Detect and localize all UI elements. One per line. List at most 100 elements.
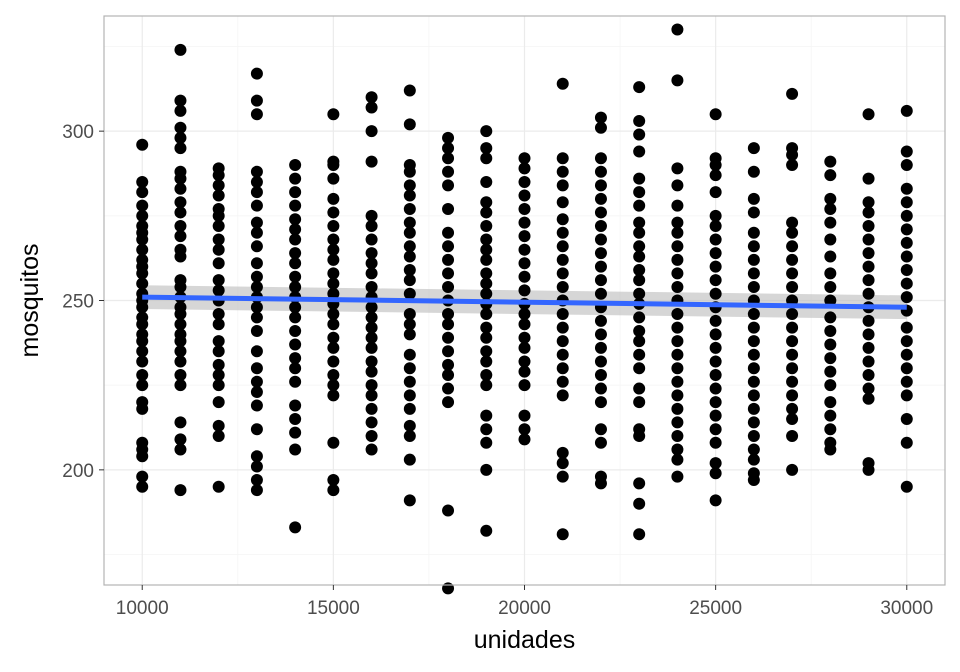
data-point: [709, 423, 722, 436]
data-point: [786, 148, 799, 161]
data-point: [480, 463, 493, 476]
data-point: [289, 199, 302, 212]
data-point: [174, 121, 187, 134]
data-point: [289, 223, 302, 236]
data-point: [518, 284, 531, 297]
data-point: [556, 446, 569, 459]
data-point: [633, 382, 646, 395]
data-point: [862, 369, 875, 382]
data-point: [136, 318, 149, 331]
data-point: [862, 314, 875, 327]
data-point: [442, 396, 455, 409]
data-point: [518, 270, 531, 283]
data-point: [365, 389, 378, 402]
data-point: [824, 192, 837, 205]
data-point: [671, 199, 684, 212]
data-point: [786, 321, 799, 334]
data-point: [709, 159, 722, 172]
data-point: [327, 474, 340, 487]
data-point: [633, 250, 646, 263]
data-point: [671, 375, 684, 388]
data-point: [747, 402, 760, 415]
y-tick-label: 250: [62, 292, 94, 313]
data-point: [671, 402, 684, 415]
data-point: [709, 209, 722, 222]
data-point: [709, 328, 722, 341]
data-point: [250, 311, 263, 324]
data-point: [747, 416, 760, 429]
data-point: [786, 413, 799, 426]
data-point: [518, 257, 531, 270]
data-point: [824, 155, 837, 168]
data-point: [862, 392, 875, 405]
data-point: [403, 453, 416, 466]
data-point: [480, 369, 493, 382]
data-point: [824, 396, 837, 409]
data-points: [136, 23, 913, 595]
data-point: [250, 257, 263, 270]
data-point: [671, 335, 684, 348]
data-point: [480, 355, 493, 368]
data-point: [709, 219, 722, 232]
data-point: [250, 165, 263, 178]
data-point: [518, 230, 531, 243]
data-point: [709, 287, 722, 300]
data-point: [900, 196, 913, 209]
data-point: [136, 450, 149, 463]
data-point: [671, 453, 684, 466]
data-point: [250, 199, 263, 212]
data-point: [747, 375, 760, 388]
data-point: [403, 179, 416, 192]
data-point: [556, 267, 569, 280]
data-point: [786, 253, 799, 266]
data-point: [709, 409, 722, 422]
data-point: [786, 463, 799, 476]
data-point: [403, 250, 416, 263]
data-point: [786, 216, 799, 229]
data-point: [900, 223, 913, 236]
x-tick-label: 15000: [307, 598, 360, 619]
data-point: [289, 362, 302, 375]
data-point: [671, 216, 684, 229]
data-point: [250, 67, 263, 80]
data-point: [709, 382, 722, 395]
data-point: [250, 362, 263, 375]
data-point: [518, 433, 531, 446]
data-point: [442, 504, 455, 517]
data-point: [747, 429, 760, 442]
data-point: [594, 287, 607, 300]
data-point: [365, 247, 378, 260]
data-point: [518, 355, 531, 368]
data-point: [174, 94, 187, 107]
data-point: [136, 402, 149, 415]
y-axis-ticks: 200 250 300: [62, 122, 104, 482]
data-point: [212, 233, 225, 246]
data-point: [709, 369, 722, 382]
data-point: [594, 369, 607, 382]
data-point: [136, 186, 149, 199]
data-point: [174, 355, 187, 368]
data-point: [824, 169, 837, 182]
data-point: [671, 267, 684, 280]
data-point: [365, 280, 378, 293]
data-point: [671, 162, 684, 175]
data-point: [900, 182, 913, 195]
data-point: [327, 484, 340, 497]
data-point: [900, 413, 913, 426]
data-point: [442, 131, 455, 144]
data-point: [709, 108, 722, 121]
data-point: [786, 280, 799, 293]
data-point: [556, 196, 569, 209]
data-point: [556, 528, 569, 541]
data-point: [289, 172, 302, 185]
data-point: [136, 369, 149, 382]
data-point: [671, 470, 684, 483]
data-point: [594, 314, 607, 327]
data-point: [594, 423, 607, 436]
data-point: [862, 247, 875, 260]
data-point: [289, 338, 302, 351]
data-point: [212, 189, 225, 202]
data-point: [365, 267, 378, 280]
fit-line-layer: [142, 294, 907, 310]
